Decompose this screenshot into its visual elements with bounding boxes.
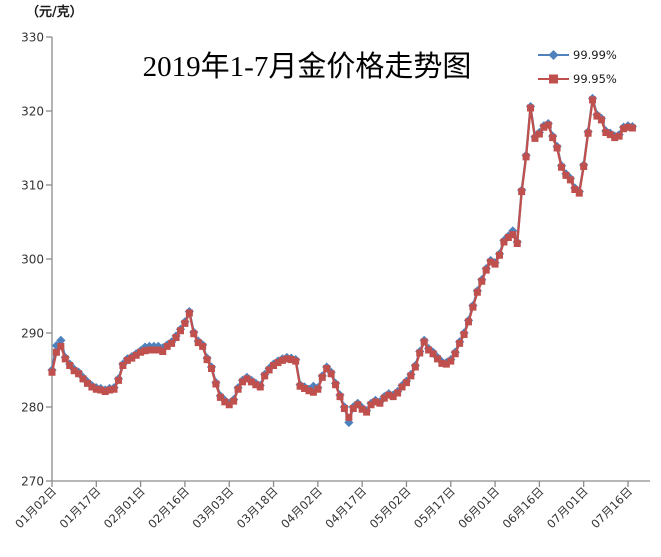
y-tick-label: 320 xyxy=(21,105,44,119)
x-tick-label: 07月16日 xyxy=(588,484,635,531)
legend-label-9995: 99.95% xyxy=(573,72,617,86)
y-tick-label: 280 xyxy=(21,401,44,415)
y-tick-label: 300 xyxy=(21,253,44,267)
series-markers-99.95% xyxy=(48,96,636,421)
series-line-99.95% xyxy=(50,98,633,419)
y-tick-label: 330 xyxy=(21,31,44,45)
x-tick-label: 02月01日 xyxy=(101,484,148,531)
y-tick-label: 310 xyxy=(21,179,44,193)
x-tick-label: 01月02日 xyxy=(12,484,59,531)
y-tick-label: 270 xyxy=(21,475,44,489)
x-tick-label: 04月02日 xyxy=(278,484,325,531)
y-axis-unit-label: （元/克） xyxy=(26,4,83,20)
plot-area xyxy=(47,93,638,428)
legend-label-9999: 99.99% xyxy=(573,48,617,62)
legend-item-9999: 99.99% xyxy=(538,48,617,62)
x-tick-label: 02月16日 xyxy=(145,484,192,531)
x-tick-label: 03月18日 xyxy=(234,484,281,531)
x-tick-label: 03月03日 xyxy=(189,484,236,531)
x-tick-label: 06月16日 xyxy=(500,484,547,531)
x-tick-label: 04月17日 xyxy=(322,484,369,531)
axes: 27028029030031032033001月02日01月17日02月01日0… xyxy=(12,31,650,531)
legend-square-marker-icon xyxy=(549,74,558,84)
x-tick-label: 05月02日 xyxy=(367,484,414,531)
chart-title: 2019年1-7月金价格走势图 xyxy=(143,50,472,83)
legend-item-9995: 99.95% xyxy=(538,72,617,86)
x-tick-label: 07月01日 xyxy=(544,484,591,531)
series-line-99.99% xyxy=(50,97,633,424)
x-tick-label: 06月01日 xyxy=(455,484,502,531)
y-tick-label: 290 xyxy=(21,327,44,341)
legend-diamond-marker-icon xyxy=(548,50,559,60)
series-markers-99.99% xyxy=(47,93,638,428)
legend: 99.99% 99.95% xyxy=(538,48,617,86)
x-tick-label: 01月17日 xyxy=(57,484,104,531)
x-tick-label: 05月17日 xyxy=(411,484,458,531)
